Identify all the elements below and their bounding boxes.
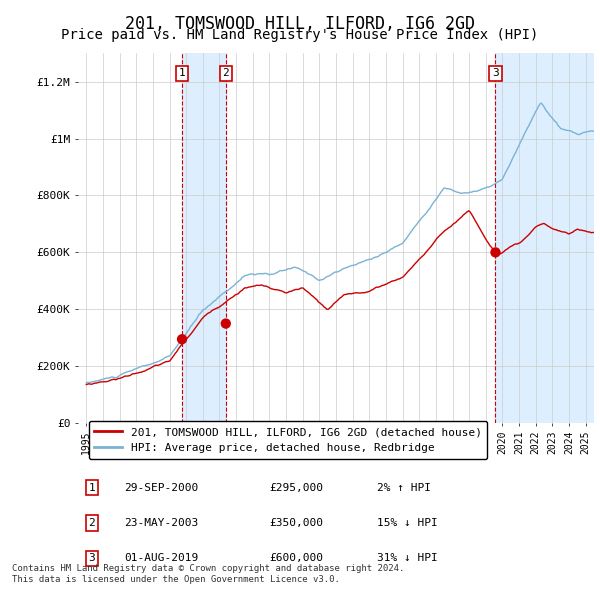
Bar [182, 53, 226, 423]
Text: 2: 2 [223, 68, 229, 78]
Text: 1: 1 [88, 483, 95, 493]
Text: 15% ↓ HPI: 15% ↓ HPI [377, 518, 438, 528]
Text: This data is licensed under the Open Government Licence v3.0.: This data is licensed under the Open Gov… [12, 575, 340, 584]
Text: 201, TOMSWOOD HILL, ILFORD, IG6 2GD: 201, TOMSWOOD HILL, ILFORD, IG6 2GD [125, 15, 475, 33]
Point [221, 319, 230, 328]
Text: Price paid vs. HM Land Registry's House Price Index (HPI): Price paid vs. HM Land Registry's House … [61, 28, 539, 42]
Text: 23-MAY-2003: 23-MAY-2003 [124, 518, 199, 528]
Text: 3: 3 [88, 553, 95, 563]
Text: 3: 3 [492, 68, 499, 78]
Bar [496, 53, 594, 423]
Text: £350,000: £350,000 [269, 518, 323, 528]
Text: 2% ↑ HPI: 2% ↑ HPI [377, 483, 431, 493]
Text: Contains HM Land Registry data © Crown copyright and database right 2024.: Contains HM Land Registry data © Crown c… [12, 565, 404, 573]
Text: 29-SEP-2000: 29-SEP-2000 [124, 483, 199, 493]
Text: 1: 1 [179, 68, 185, 78]
Text: 31% ↓ HPI: 31% ↓ HPI [377, 553, 438, 563]
Text: 2: 2 [88, 518, 95, 528]
Legend: 201, TOMSWOOD HILL, ILFORD, IG6 2GD (detached house), HPI: Average price, detach: 201, TOMSWOOD HILL, ILFORD, IG6 2GD (det… [89, 421, 487, 459]
Text: £600,000: £600,000 [269, 553, 323, 563]
Point [491, 248, 500, 257]
Point [177, 335, 187, 344]
Text: 01-AUG-2019: 01-AUG-2019 [124, 553, 199, 563]
Text: £295,000: £295,000 [269, 483, 323, 493]
